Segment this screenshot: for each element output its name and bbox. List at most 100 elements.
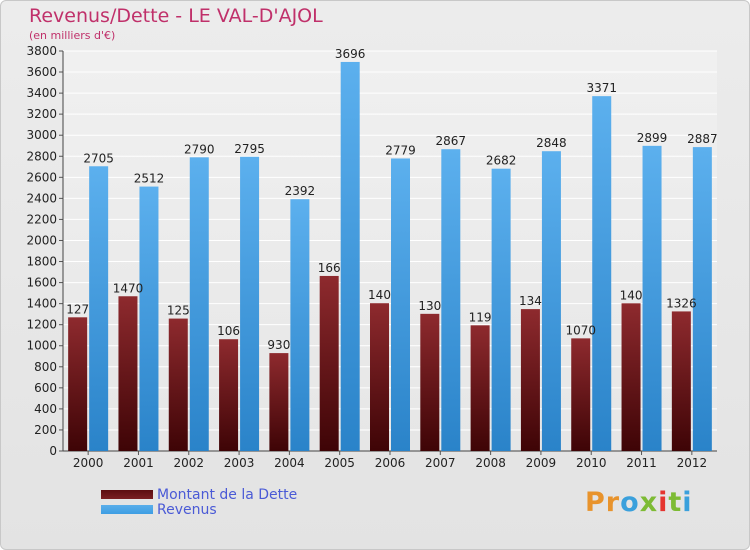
bar-revenue [240, 156, 260, 451]
y-tick-label: 600 [34, 381, 57, 395]
data-label-debt: 1070 [565, 323, 596, 337]
chart-title: Revenus/Dette - LE VAL-D'AJOL [29, 5, 323, 27]
data-label-revenue: 3371 [586, 81, 617, 95]
logo-letter: x [639, 487, 659, 518]
data-label-debt: 134 [519, 294, 542, 308]
x-tick-label: 2011 [626, 456, 657, 470]
y-tick-label: 800 [34, 360, 57, 374]
data-label-debt: 1470 [113, 281, 144, 295]
bar-revenue [592, 96, 612, 451]
data-label-revenue: 2705 [83, 151, 114, 165]
x-tick-label: 2001 [123, 456, 154, 470]
data-label-debt: 125 [167, 304, 190, 318]
bar-debt [319, 275, 339, 451]
logo-letter: i [682, 487, 693, 518]
y-tick-label: 2600 [26, 170, 57, 184]
x-tick-label: 2002 [173, 456, 204, 470]
y-tick-label: 2200 [26, 212, 57, 226]
y-tick-label: 1600 [26, 276, 57, 290]
y-tick-label: 2400 [26, 191, 57, 205]
bar-revenue [391, 158, 410, 451]
logo-letter: t [668, 487, 683, 518]
data-label-debt: 1326 [666, 296, 697, 310]
data-label-revenue: 2867 [436, 134, 467, 148]
plot-area [63, 51, 717, 451]
bar-revenue [541, 151, 561, 452]
data-label-revenue: 2790 [184, 142, 215, 156]
logo-letter: r [605, 487, 621, 518]
data-label-revenue: 2795 [234, 142, 265, 156]
bar-debt [420, 313, 440, 451]
x-tick-label: 2009 [526, 456, 557, 470]
x-tick-label: 2012 [677, 456, 708, 470]
bar-revenue [491, 168, 511, 451]
data-label-revenue: 2682 [486, 154, 517, 168]
data-label-debt: 130 [418, 299, 441, 313]
legend-swatch-debt [101, 490, 153, 499]
y-tick-label: 400 [34, 402, 57, 416]
bar-debt [168, 318, 188, 451]
data-label-debt: 140 [368, 288, 391, 302]
bar-revenue [340, 61, 360, 452]
y-tick-label: 1000 [26, 339, 57, 353]
data-label-debt: 127 [66, 302, 89, 316]
x-tick-label: 2006 [375, 456, 406, 470]
data-label-debt: 106 [217, 324, 240, 338]
y-tick-label: 1200 [26, 318, 57, 332]
data-label-debt: 119 [469, 310, 492, 324]
data-label-revenue: 2848 [536, 136, 567, 150]
y-tick-label: 3200 [26, 107, 57, 121]
y-tick-label: 3800 [26, 44, 57, 58]
y-tick-label: 1800 [26, 255, 57, 269]
x-tick-label: 2003 [224, 456, 255, 470]
bar-debt [571, 338, 591, 451]
bar-revenue [89, 166, 109, 451]
chart-subtitle: (en milliers d'€) [29, 29, 116, 42]
legend: Montant de la Dette Revenus [101, 486, 298, 518]
bar-debt [520, 309, 540, 451]
data-label-revenue: 2899 [637, 131, 668, 145]
proxiti-logo: Proxiti [585, 487, 693, 518]
y-tick-label: 200 [34, 423, 57, 437]
data-label-debt: 166 [318, 261, 341, 275]
bar-debt [671, 311, 691, 451]
y-tick-label: 2800 [26, 149, 57, 163]
bar-debt [219, 339, 239, 451]
bar-revenue [642, 145, 662, 451]
bar-debt [621, 303, 641, 451]
y-tick-label: 3600 [26, 65, 57, 79]
bar-revenue [139, 186, 159, 451]
data-label-revenue: 2779 [385, 143, 416, 157]
bar-debt [68, 317, 88, 451]
bar-debt [269, 353, 289, 451]
logo-letter: P [585, 487, 606, 518]
bar-revenue [189, 157, 209, 451]
data-label-revenue: 2512 [134, 172, 165, 186]
legend-item-revenue: Revenus [101, 501, 297, 518]
bar-revenue [441, 149, 461, 452]
legend-label-revenue: Revenus [157, 501, 217, 518]
x-tick-label: 2008 [475, 456, 506, 470]
legend-label-debt: Montant de la Dette [157, 486, 298, 503]
bar-debt [370, 303, 389, 451]
bar-debt [118, 296, 138, 451]
data-label-debt: 140 [620, 288, 643, 302]
x-tick-label: 2007 [425, 456, 456, 470]
bar-revenue [692, 147, 712, 451]
bar-debt [470, 325, 490, 451]
data-label-revenue: 2392 [285, 184, 316, 198]
y-tick-label: 0 [49, 444, 57, 458]
y-tick-label: 3000 [26, 128, 57, 142]
y-tick-label: 2000 [26, 233, 57, 247]
data-label-debt: 930 [267, 338, 290, 352]
y-tick-label: 3400 [26, 86, 57, 100]
x-tick-label: 2010 [576, 456, 607, 470]
x-tick-label: 2005 [324, 456, 355, 470]
x-tick-label: 2000 [73, 456, 104, 470]
legend-item-debt: Montant de la Dette [101, 486, 298, 503]
data-label-revenue: 2887 [687, 132, 718, 146]
y-tick-label: 1400 [26, 297, 57, 311]
data-label-revenue: 3696 [335, 47, 366, 61]
